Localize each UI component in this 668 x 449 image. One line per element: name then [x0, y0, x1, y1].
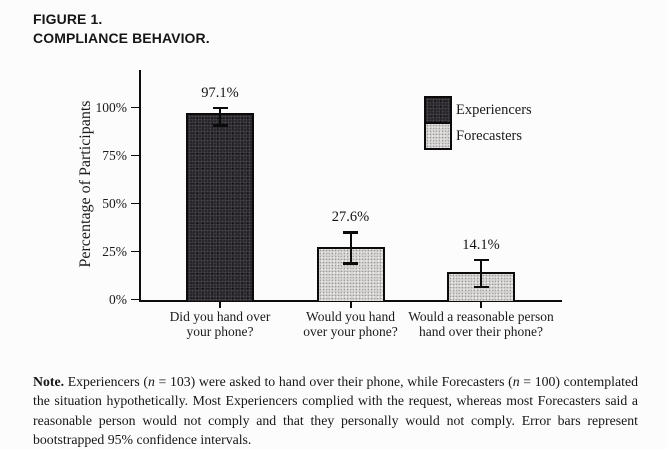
- note-text: n: [147, 373, 155, 389]
- legend-label-experiencers: Experiencers: [456, 102, 532, 118]
- error-bar-cap-bottom: [473, 285, 489, 289]
- x-category-label: Did you hand over your phone?: [135, 309, 305, 340]
- x-category-tick: [480, 301, 482, 308]
- error-bar-cap-top: [212, 106, 228, 110]
- error-bar-line: [219, 107, 221, 126]
- y-tick: [131, 106, 139, 109]
- legend-swatch-forecasters: [424, 122, 452, 150]
- x-category-tick: [349, 301, 352, 308]
- y-tick-label: 50%: [102, 196, 127, 211]
- y-tick-label: 0%: [109, 292, 127, 307]
- bar-value-label: 97.1%: [201, 84, 239, 101]
- note-text: Experiencers (: [64, 373, 148, 389]
- bar-value-label: 14.1%: [462, 236, 500, 253]
- x-category-label: Would a reasonable person hand over their…: [396, 309, 566, 340]
- error-bar-line: [480, 259, 482, 288]
- y-axis-line: [139, 70, 141, 302]
- y-tick: [131, 202, 139, 205]
- note-text: = 103) were asked to hand over their pho…: [154, 373, 513, 389]
- y-axis-title: Percentage of Participants: [77, 100, 94, 268]
- x-category-label: Would you hand over your phone?: [266, 309, 436, 340]
- note-text: = 100) contemplated the situation hypoth…: [33, 373, 638, 448]
- x-category-label-line: hand over their phone?: [418, 324, 544, 339]
- y-tick: [131, 298, 139, 301]
- legend-label-forecasters: Forecasters: [456, 128, 523, 144]
- x-category-tick: [219, 301, 221, 308]
- figure-caption-title: COMPLIANCE BEHAVIOR.: [33, 30, 210, 46]
- y-tick-label: 25%: [102, 244, 127, 259]
- y-tick: [131, 250, 139, 253]
- bar-value-label: 27.6%: [331, 209, 370, 226]
- error-bar-cap-bottom: [212, 124, 228, 127]
- x-category-label-line: Would a reasonable person: [408, 308, 554, 324]
- y-tick: [131, 154, 139, 157]
- error-bar-cap-bottom: [343, 262, 358, 265]
- x-category-label-line: Did you hand over: [169, 308, 271, 324]
- error-bar-line: [349, 232, 352, 264]
- note-text: n: [512, 373, 520, 389]
- figure-note: Note. Experiencers (n = 103) were asked …: [33, 372, 638, 449]
- error-bar-cap-top: [473, 258, 489, 262]
- figure-title: FIGURE 1. COMPLIANCE BEHAVIOR.: [33, 10, 210, 48]
- y-tick-label: 100%: [95, 100, 128, 115]
- note-label: Note.: [33, 373, 65, 389]
- figure-number: FIGURE 1.: [33, 11, 103, 27]
- x-category-label-line: your phone?: [186, 324, 254, 339]
- bar-experiencers-1: [186, 113, 254, 302]
- x-category-label-line: over your phone?: [303, 324, 398, 339]
- legend-swatch-experiencers: [424, 96, 452, 124]
- x-category-label-line: Would you hand: [306, 308, 395, 324]
- y-tick-label: 75%: [102, 148, 127, 163]
- error-bar-cap-top: [343, 231, 358, 234]
